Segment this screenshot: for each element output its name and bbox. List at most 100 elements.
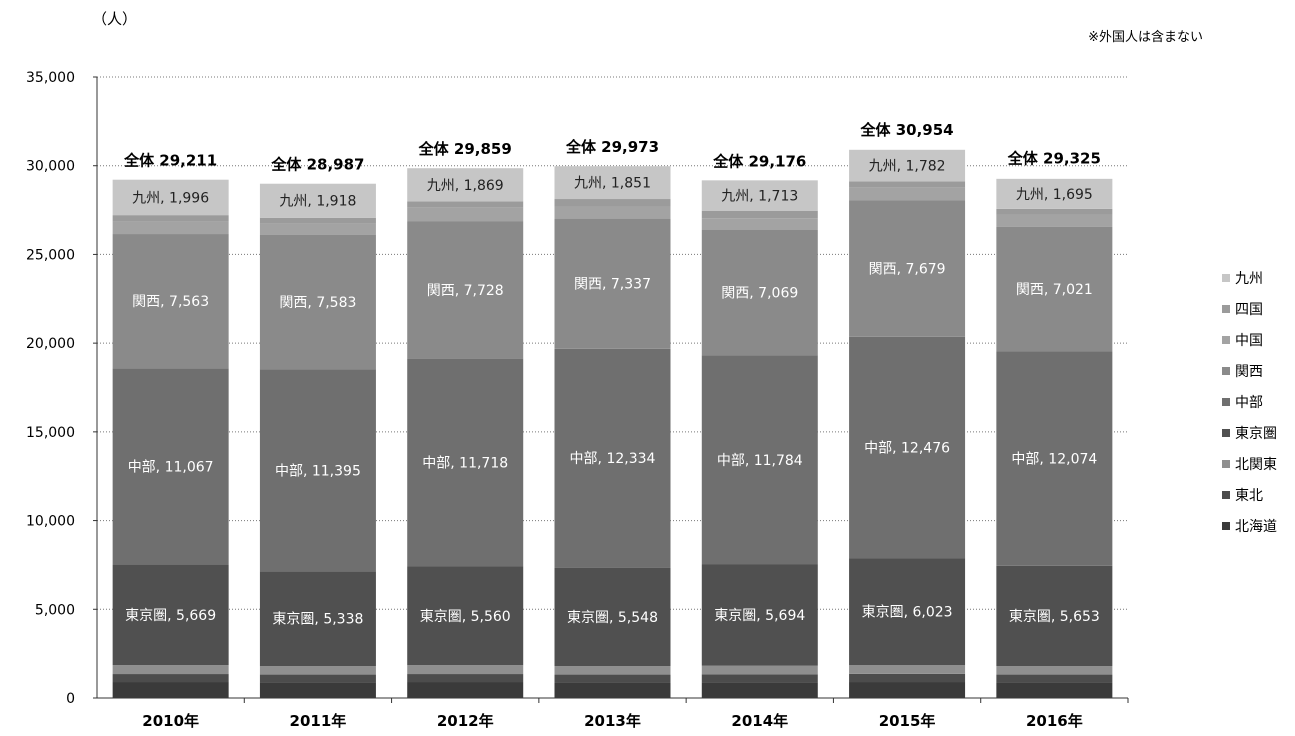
bar-segment <box>701 564 818 666</box>
bar-segment <box>112 368 229 565</box>
bar-segment <box>849 336 966 559</box>
bar-segment <box>554 206 671 219</box>
legend-swatch <box>1222 273 1230 282</box>
legend-swatch <box>1222 366 1230 375</box>
data-label: 九州, 1,851 <box>574 176 651 192</box>
bar-segment <box>112 564 229 666</box>
data-label: 中部, 11,784 <box>717 453 803 469</box>
bar-segment <box>112 179 229 216</box>
bar-segment <box>996 674 1113 683</box>
bar-segment <box>996 666 1113 675</box>
total-label: 全体 29,211 <box>123 152 217 170</box>
bar-segment <box>554 682 671 698</box>
data-label: 東京圏, 5,548 <box>567 610 658 626</box>
bar-segment <box>701 682 818 698</box>
y-tick-label: 20,000 <box>26 336 75 352</box>
x-tick-label: 2011年 <box>290 712 347 730</box>
y-tick-label: 0 <box>66 691 75 707</box>
bar-segment <box>407 358 524 567</box>
x-tick-label: 2016年 <box>1026 712 1083 730</box>
bar-segment <box>701 218 818 230</box>
bar-segment <box>112 234 229 369</box>
legend-item: 北関東 <box>1222 448 1277 479</box>
legend-label: 中国 <box>1235 332 1263 349</box>
bar-segment <box>554 666 671 675</box>
legend-swatch <box>1222 459 1230 468</box>
data-label: 関西, 7,337 <box>574 277 651 293</box>
data-label: 九州, 1,713 <box>721 189 798 205</box>
data-label: 九州, 1,869 <box>427 178 504 194</box>
bar-segment <box>849 200 966 337</box>
bar-segment <box>554 348 671 568</box>
y-tick-label: 5,000 <box>35 602 75 618</box>
data-label: 中部, 12,476 <box>864 440 950 456</box>
data-label: 関西, 7,583 <box>279 295 356 311</box>
total-label: 全体 30,954 <box>860 121 954 139</box>
data-label: 九州, 1,918 <box>279 194 356 210</box>
bar-segment <box>407 665 524 675</box>
data-label: 東京圏, 5,694 <box>714 608 805 624</box>
bar-segment <box>407 674 524 683</box>
legend-item: 北海道 <box>1222 510 1277 541</box>
y-axis-unit: （人） <box>92 10 138 28</box>
data-label: 中部, 11,718 <box>422 456 508 472</box>
total-label: 全体 29,973 <box>565 138 659 156</box>
data-label: 中部, 12,074 <box>1011 452 1097 468</box>
y-tick-label: 10,000 <box>26 514 75 530</box>
bar-segment <box>259 682 376 698</box>
legend-swatch <box>1222 521 1230 530</box>
bar-segment <box>259 217 376 224</box>
bar-segment <box>996 351 1113 566</box>
legend-label: 北関東 <box>1235 456 1277 473</box>
bar-segment <box>259 369 376 572</box>
bar-segment <box>407 168 524 202</box>
legend-label: 関西 <box>1235 363 1263 380</box>
x-tick-label: 2013年 <box>584 712 641 730</box>
bar-segment <box>259 234 376 370</box>
chart-footnote: ※外国人は含まない <box>1088 30 1203 45</box>
y-tick-label: 25,000 <box>26 247 75 263</box>
legend-swatch <box>1222 335 1230 344</box>
bar-segment <box>849 682 966 698</box>
data-label: 九州, 1,695 <box>1016 187 1093 203</box>
bar-segment <box>701 229 818 356</box>
x-tick-label: 2014年 <box>731 712 788 730</box>
legend-swatch <box>1222 490 1230 499</box>
bar-segment <box>849 673 966 683</box>
legend-item: 東北 <box>1222 479 1277 510</box>
data-label: 中部, 12,334 <box>570 451 656 467</box>
bar-segment <box>701 355 818 565</box>
y-tick-label: 15,000 <box>26 425 75 441</box>
legend-swatch <box>1222 304 1230 313</box>
data-label: 関西, 7,679 <box>869 262 946 278</box>
data-label: 東京圏, 5,669 <box>125 608 216 624</box>
data-label: 中部, 11,395 <box>275 463 361 479</box>
bar-segment <box>112 682 229 698</box>
data-label: 東京圏, 5,560 <box>420 609 511 625</box>
bar-segment <box>701 665 818 675</box>
bar-segment <box>996 682 1113 698</box>
legend-label: 四国 <box>1235 301 1263 318</box>
total-label: 全体 29,325 <box>1007 150 1101 168</box>
data-label: 関西, 7,021 <box>1016 282 1093 298</box>
bar-segment <box>849 558 966 665</box>
x-tick-label: 2012年 <box>437 712 494 730</box>
bar-segment <box>407 566 524 666</box>
bar-segment <box>112 215 229 222</box>
bar-segment <box>407 221 524 359</box>
legend-item: 関西 <box>1222 355 1277 386</box>
total-label: 全体 29,859 <box>418 140 512 158</box>
data-label: 関西, 7,563 <box>132 294 209 310</box>
bar-segment <box>554 218 671 349</box>
bar-segment <box>996 226 1113 352</box>
data-label: 九州, 1,782 <box>869 159 946 175</box>
legend-item: 中部 <box>1222 386 1277 417</box>
bar-segment <box>554 674 671 683</box>
y-tick-label: 35,000 <box>26 70 75 86</box>
legend-item: 東京圏 <box>1222 417 1277 448</box>
chart-legend: 九州 四国 中国 関西 中部 東京圏 北関東 東北 北海道 <box>1222 262 1277 541</box>
data-label: 九州, 1,996 <box>132 190 209 206</box>
bar-segment <box>554 567 671 667</box>
data-label: 東京圏, 5,653 <box>1009 609 1100 625</box>
